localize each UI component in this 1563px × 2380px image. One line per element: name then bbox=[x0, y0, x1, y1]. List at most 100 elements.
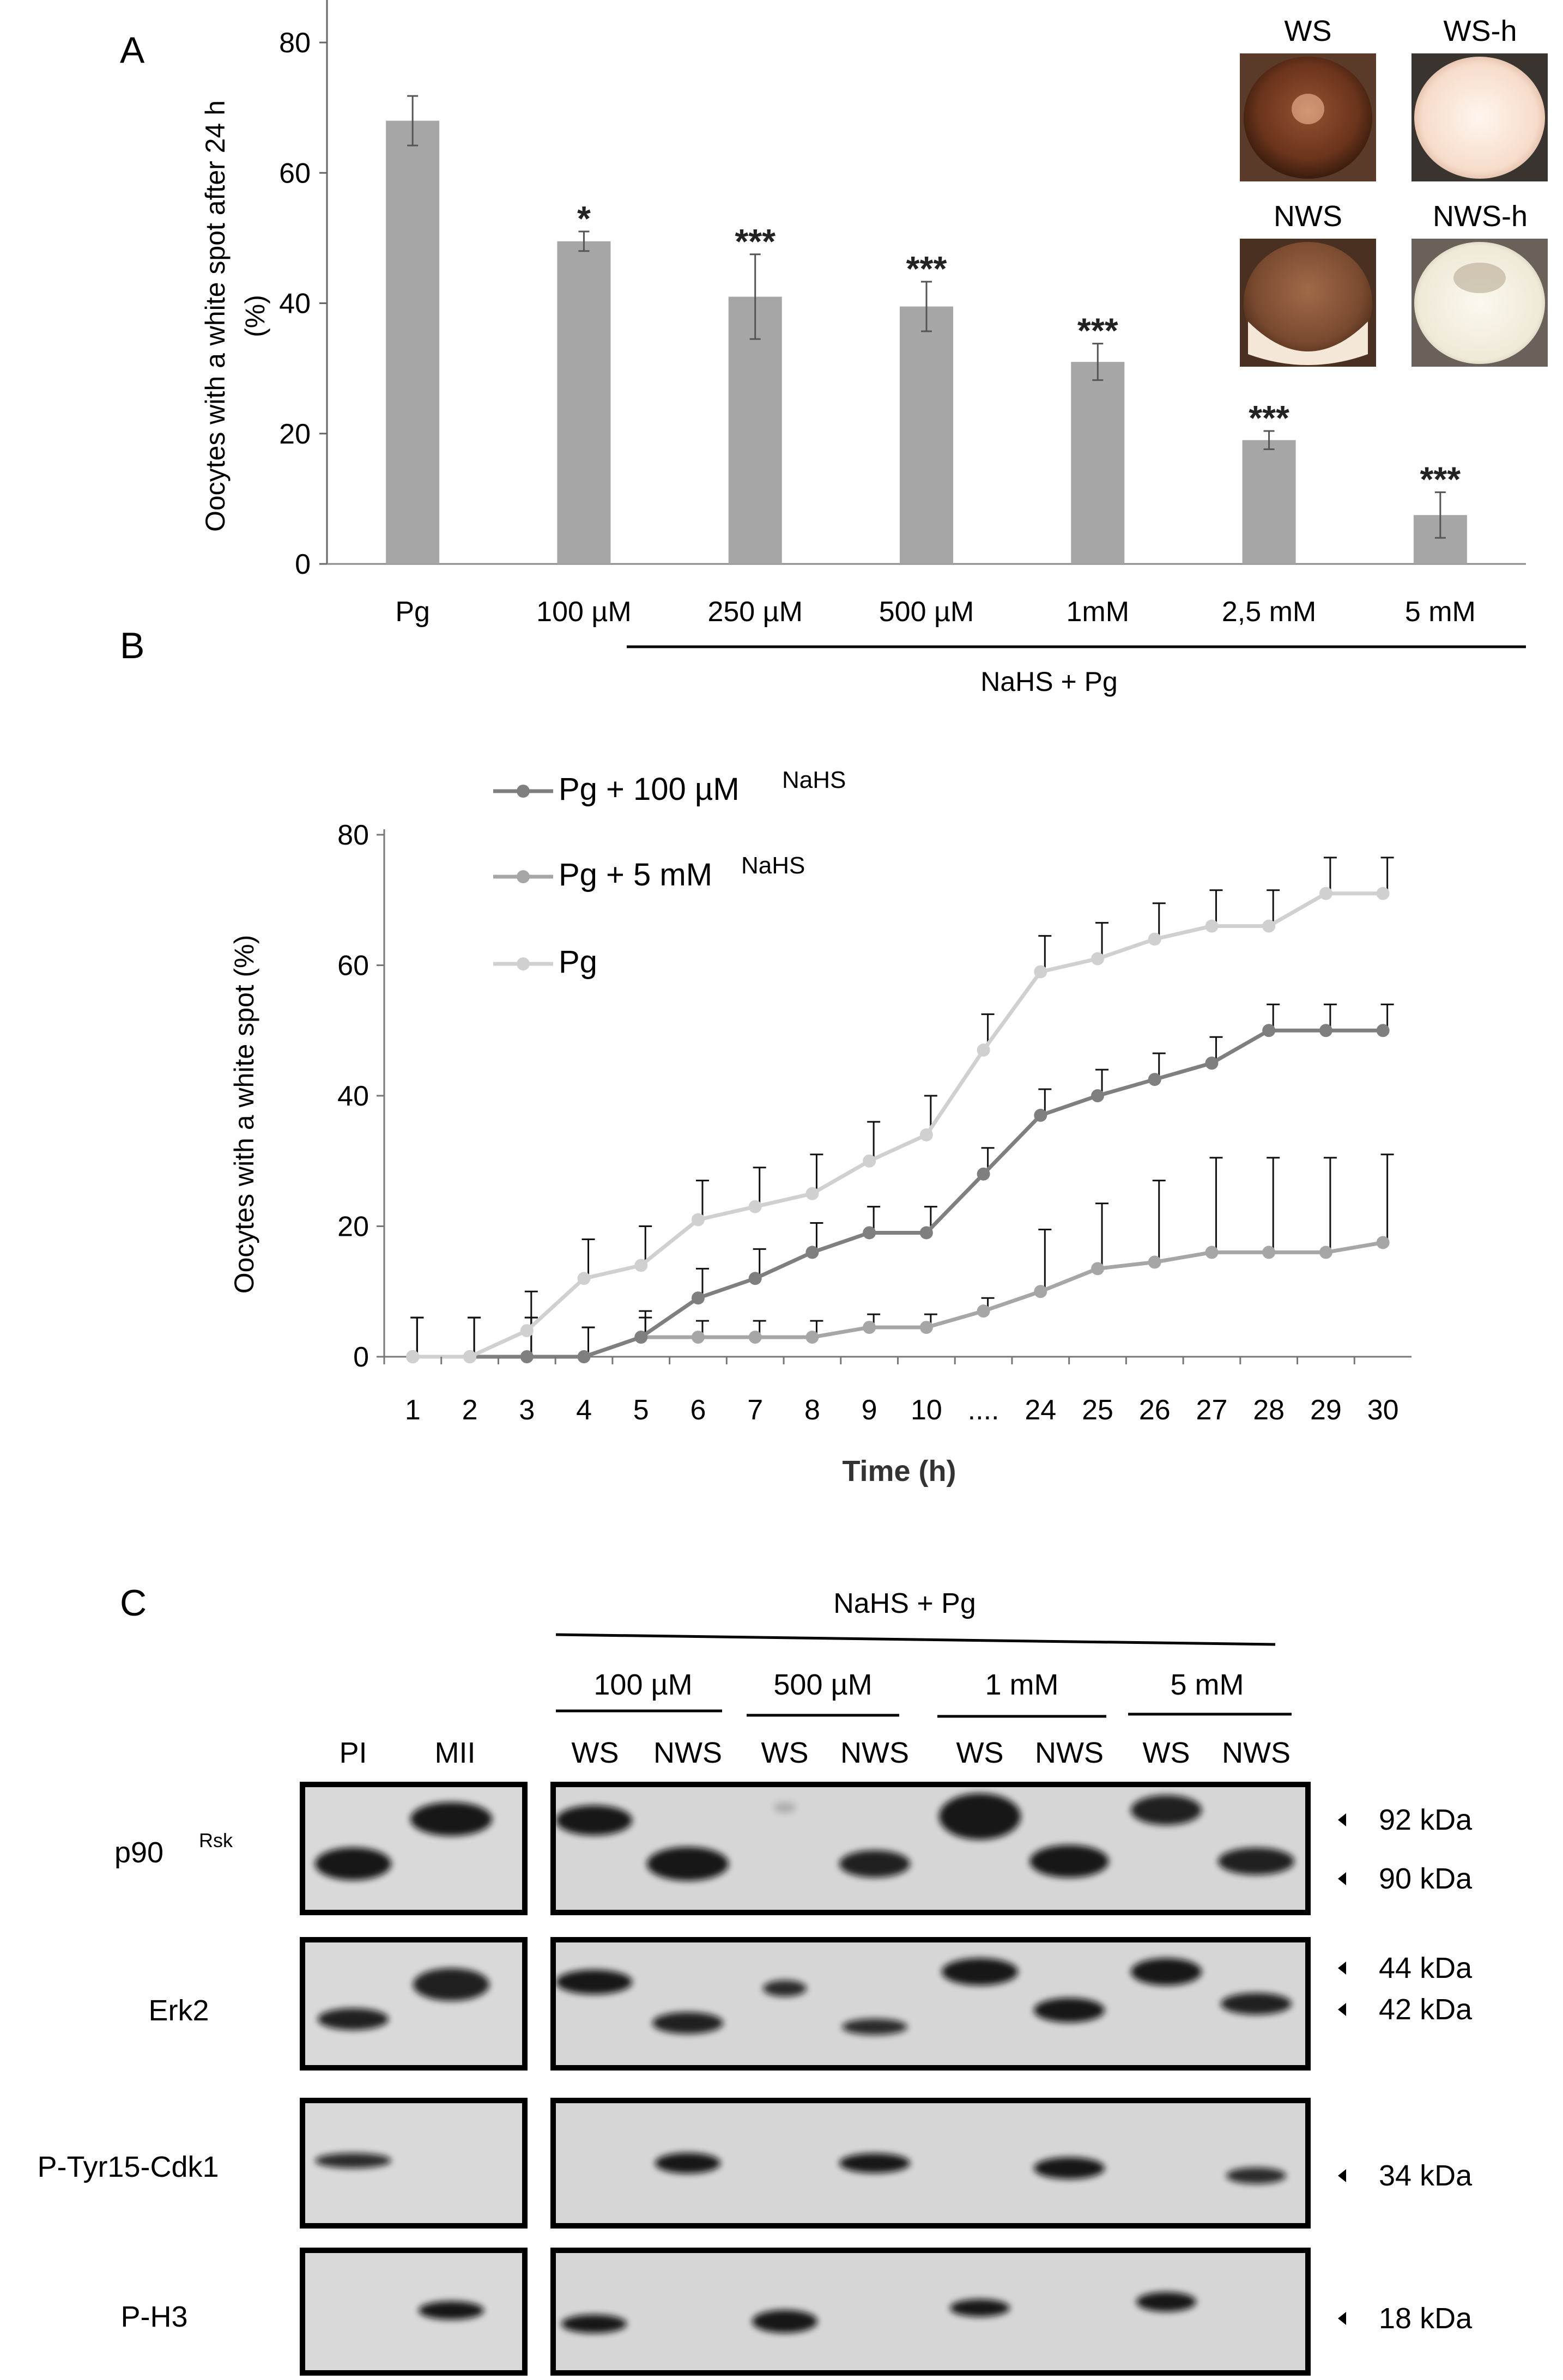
marker-label: 90 kDa bbox=[1379, 1862, 1473, 1895]
a-y-tick-label: 20 bbox=[279, 418, 311, 450]
blot-band bbox=[413, 1968, 489, 2001]
inset-ws-h-label: WS-h bbox=[1444, 15, 1517, 47]
blot-row-label-superscript: Rsk bbox=[199, 1829, 233, 1851]
blot-row-label: P-H3 bbox=[120, 2300, 187, 2333]
blot-rows: p90 Rsk 92 kDa 90 kDa Erk2 44 kDa 42 kDa P-Tyr1… bbox=[37, 1782, 1473, 2376]
a-y-tick-label: 80 bbox=[279, 27, 311, 59]
series-point-1 bbox=[1148, 1255, 1161, 1269]
b-y-tick-label: 20 bbox=[337, 1211, 369, 1243]
series-point-2 bbox=[577, 1272, 591, 1285]
series-point-2 bbox=[1148, 932, 1161, 946]
blot-band bbox=[1226, 2168, 1286, 2184]
nahs-group-label: NaHS + Pg bbox=[980, 666, 1118, 697]
series-point-0 bbox=[1034, 1108, 1047, 1122]
lane-label: NWS bbox=[1222, 1737, 1291, 1769]
series-point-1 bbox=[863, 1321, 876, 1334]
blot-band bbox=[842, 2018, 907, 2035]
series-point-2 bbox=[1262, 919, 1276, 933]
blot-concentration-labels: 100 µM 500 µM 1 mM 5 mM bbox=[556, 1668, 1292, 1718]
series-point-0 bbox=[691, 1291, 705, 1305]
series-point-2 bbox=[863, 1154, 876, 1168]
series-point-1 bbox=[977, 1304, 990, 1318]
b-x-tick-label: 5 bbox=[633, 1394, 649, 1426]
series-point-1 bbox=[1376, 1236, 1390, 1249]
legend-swatch-point bbox=[517, 957, 530, 970]
a-x-tick-label: Pg bbox=[395, 596, 430, 628]
inset-nws-h-label: NWS-h bbox=[1433, 200, 1528, 233]
panel-b-legend: Pg + 100 µM NaHS Pg + 5 mM NaHS Pg bbox=[493, 767, 846, 980]
panel-b-x-label: Time (h) bbox=[842, 1455, 956, 1487]
a-y-tick-label: 40 bbox=[279, 288, 311, 320]
bar-3 bbox=[900, 306, 953, 564]
b-y-tick-label: 0 bbox=[353, 1341, 369, 1373]
panel-b-letter: B bbox=[120, 625, 144, 666]
a-x-tick-label: 2,5 mM bbox=[1222, 596, 1316, 628]
blot-band bbox=[942, 1958, 1018, 1986]
b-x-tick-label: 10 bbox=[911, 1394, 942, 1426]
series-point-0 bbox=[1205, 1057, 1219, 1070]
blot-band bbox=[1221, 1993, 1292, 2015]
b-x-tick-label: 9 bbox=[862, 1394, 877, 1426]
blot-band bbox=[752, 2310, 817, 2333]
lane-label: WS bbox=[956, 1737, 1004, 1769]
marker-arrow-icon bbox=[1338, 2312, 1346, 2325]
series-line-0 bbox=[413, 1028, 1383, 1359]
b-x-tick-label: 28 bbox=[1253, 1394, 1285, 1426]
marker-arrow-icon bbox=[1338, 1813, 1346, 1826]
series-point-2 bbox=[463, 1350, 477, 1363]
series-point-0 bbox=[577, 1350, 591, 1363]
concentration-label: 5 mM bbox=[1171, 1668, 1244, 1701]
series-point-0 bbox=[919, 1226, 933, 1240]
series-point-2 bbox=[805, 1187, 819, 1200]
blot-row-3: P-H3 18 kDa bbox=[120, 2248, 1473, 2376]
bar-0 bbox=[386, 120, 440, 564]
blot-row-label: Erk2 bbox=[148, 1994, 209, 2027]
blot-band bbox=[1131, 1958, 1202, 1986]
lane-label: WS bbox=[1143, 1737, 1190, 1769]
blot-panel-left bbox=[300, 1782, 528, 1915]
lane-label: MII bbox=[435, 1737, 476, 1769]
concentration-label: 1 mM bbox=[985, 1668, 1059, 1701]
series-point-0 bbox=[1262, 1024, 1276, 1037]
significance-marker: *** bbox=[906, 249, 947, 288]
panel-a-bar-chart: A 0 20 40 60 80 Oocytes with a white spot af… bbox=[120, 0, 1548, 697]
blot-band bbox=[556, 1970, 632, 1995]
a-x-tick-label: 5 mM bbox=[1405, 596, 1476, 628]
panel-a-x-tick-labels: Pg 100 µM 250 µM 500 µM 1mM 2,5 mM 5 mM bbox=[395, 596, 1476, 628]
blot-panel-left bbox=[300, 2248, 528, 2376]
oocyte-nws-image bbox=[1244, 242, 1372, 364]
marker-label: 44 kDa bbox=[1379, 1952, 1473, 1984]
series-point-0 bbox=[748, 1272, 762, 1285]
panel-c-western-blot: C NaHS + Pg 100 µM 500 µM 1 mM 5 mM PI MII WS… bbox=[37, 1582, 1473, 2376]
blot-band bbox=[556, 1805, 632, 1836]
marker-arrow-icon bbox=[1338, 1962, 1346, 1975]
b-y-tick-label: 80 bbox=[337, 819, 369, 851]
blot-band bbox=[939, 1793, 1021, 1840]
blot-band bbox=[1029, 1845, 1109, 1878]
oocyte-nws-h-image bbox=[1414, 242, 1545, 364]
blot-band bbox=[950, 2299, 1010, 2317]
a-x-tick-label: 250 µM bbox=[707, 596, 802, 628]
blot-row-1: Erk2 44 kDa 42 kDa bbox=[148, 1937, 1473, 2071]
significance-marker: *** bbox=[1249, 398, 1289, 438]
b-x-tick-label: 6 bbox=[690, 1394, 706, 1426]
panel-a-y-label-unit: (%) bbox=[240, 295, 270, 337]
b-x-tick-label: 26 bbox=[1139, 1394, 1171, 1426]
legend-label-superscript: NaHS bbox=[782, 767, 846, 793]
blot-lane-labels: PI MII WS NWS WS NWS WS NWS WS NWS bbox=[339, 1737, 1291, 1769]
series-point-0 bbox=[977, 1167, 990, 1181]
b-x-tick-label: 3 bbox=[519, 1394, 535, 1426]
b-x-tick-label: 8 bbox=[804, 1394, 820, 1426]
panel-a-bars: **************** bbox=[386, 95, 1467, 564]
series-point-0 bbox=[1319, 1024, 1332, 1037]
series-point-2 bbox=[1376, 887, 1390, 900]
inset-ws-h: WS-h bbox=[1411, 15, 1548, 181]
blot-band bbox=[1218, 1848, 1294, 1875]
marker-arrow-icon bbox=[1338, 1872, 1346, 1885]
blot-row-2: P-Tyr15-Cdk1 34 kDa bbox=[37, 2098, 1473, 2229]
oocyte-ws-h-image bbox=[1414, 57, 1545, 179]
blot-band bbox=[655, 2153, 720, 2173]
series-point-2 bbox=[1319, 887, 1332, 900]
marker-label: 42 kDa bbox=[1379, 1993, 1473, 2026]
